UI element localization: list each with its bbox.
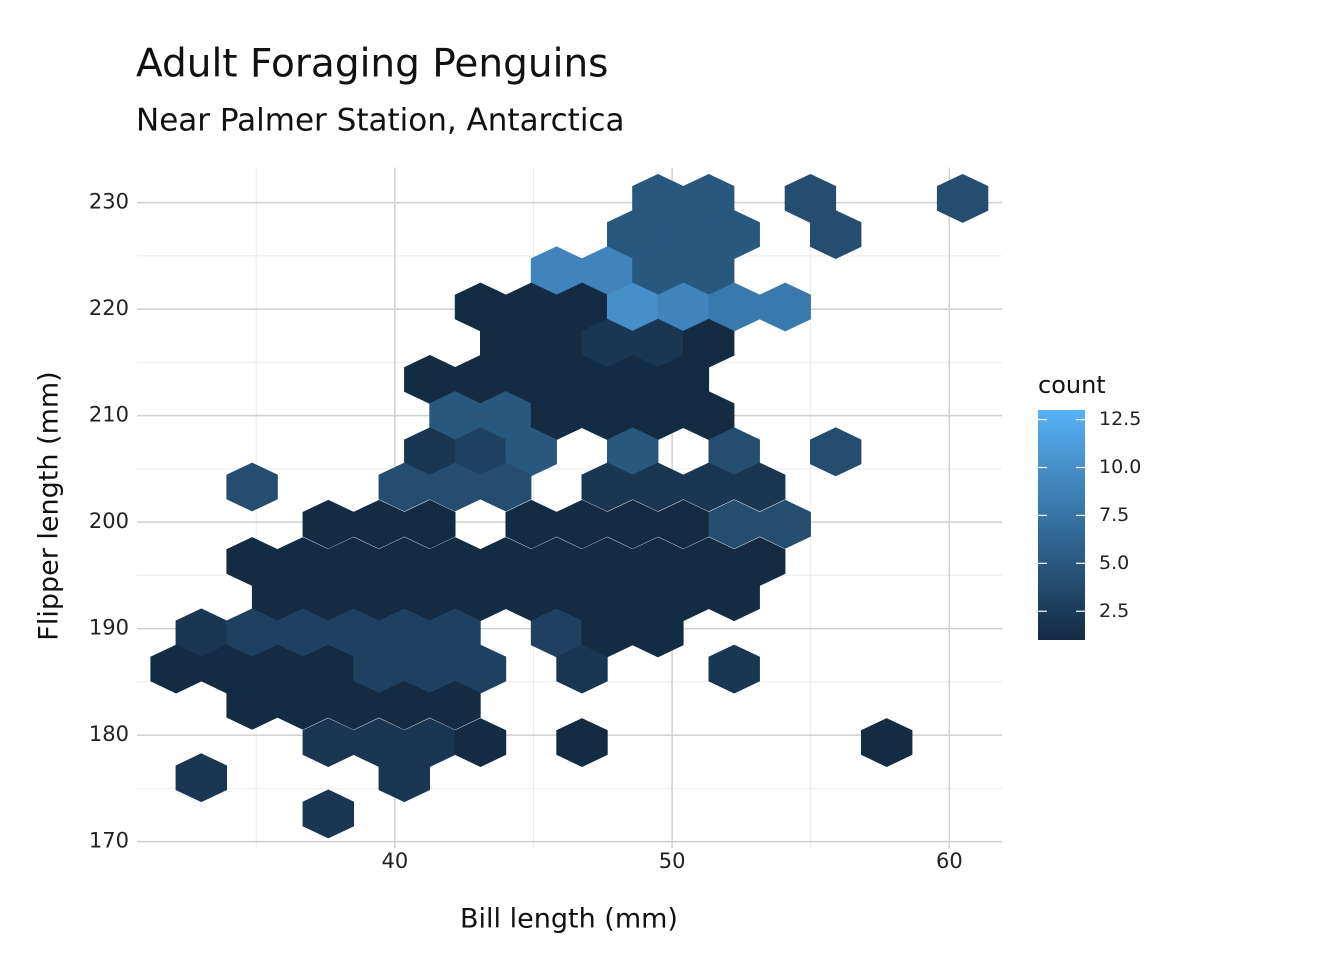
hex-bin [936, 173, 989, 223]
hex-bin [759, 499, 811, 549]
hex-bin [733, 462, 786, 512]
x-axis-label: Bill length (mm) [460, 904, 678, 935]
y-tick-label: 220 [89, 296, 129, 320]
legend-tick-label: 10.0 [1099, 456, 1141, 478]
hex-bin [632, 608, 684, 658]
hex-bin [226, 462, 278, 512]
hex-bin [809, 210, 862, 260]
hex-bin [759, 282, 811, 332]
y-tick-label: 210 [89, 403, 129, 427]
legend-tick-label: 12.5 [1099, 408, 1141, 430]
hex-bin [378, 753, 431, 803]
x-tick-label: 60 [936, 849, 963, 873]
hex-bin [809, 427, 862, 477]
y-tick-label: 180 [89, 722, 129, 746]
y-axis-label: Flipper length (mm) [34, 371, 65, 640]
hex-bin [708, 572, 760, 622]
hex-bin [556, 718, 608, 768]
x-tick-label: 40 [381, 849, 408, 873]
hex-bin [708, 644, 760, 694]
hex-bin [556, 644, 608, 694]
hex-bin [860, 718, 913, 768]
hex-bin [454, 718, 507, 768]
y-tick-label: 230 [89, 190, 129, 214]
y-tick-label: 170 [89, 829, 129, 853]
hex-bin [302, 789, 355, 839]
legend-tick-label: 2.5 [1099, 600, 1129, 622]
y-tick-label: 200 [89, 509, 129, 533]
hexes [150, 173, 989, 839]
legend-tick-label: 5.0 [1099, 552, 1129, 574]
hex-bin [175, 753, 227, 803]
chart-title: Adult Foraging Penguins [136, 42, 608, 87]
x-tick-label: 50 [659, 849, 686, 873]
colorbar [1038, 410, 1085, 640]
hex-bin [429, 680, 481, 730]
y-tick-label: 190 [89, 616, 129, 640]
chart-subtitle: Near Palmer Station, Antarctica [136, 103, 624, 139]
hex-bin [404, 499, 456, 549]
legend-title: count [1038, 371, 1106, 399]
legend-tick-label: 7.5 [1099, 504, 1129, 526]
hex-bin [479, 462, 532, 512]
